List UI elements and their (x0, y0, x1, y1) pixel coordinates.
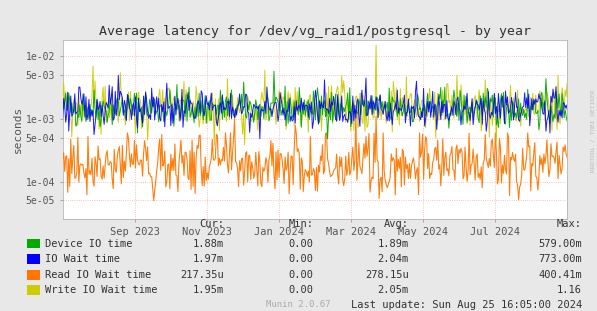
Text: 2.05m: 2.05m (378, 285, 409, 295)
Text: Read IO Wait time: Read IO Wait time (45, 270, 151, 280)
Text: 0.00: 0.00 (288, 254, 313, 264)
Text: 1.89m: 1.89m (378, 239, 409, 248)
Text: 400.41m: 400.41m (538, 270, 582, 280)
Text: Max:: Max: (557, 219, 582, 229)
Text: 0.00: 0.00 (288, 239, 313, 248)
Text: Write IO Wait time: Write IO Wait time (45, 285, 157, 295)
Text: 1.97m: 1.97m (193, 254, 224, 264)
Text: 1.88m: 1.88m (193, 239, 224, 248)
Text: IO Wait time: IO Wait time (45, 254, 120, 264)
Text: 278.15u: 278.15u (365, 270, 409, 280)
Text: Avg:: Avg: (384, 219, 409, 229)
Text: 1.16: 1.16 (557, 285, 582, 295)
Text: RRDTOOL / TOBI OETIKER: RRDTOOL / TOBI OETIKER (590, 89, 595, 172)
Text: Cur:: Cur: (199, 219, 224, 229)
Text: Munin 2.0.67: Munin 2.0.67 (266, 300, 331, 309)
Text: Min:: Min: (288, 219, 313, 229)
Text: 0.00: 0.00 (288, 270, 313, 280)
Text: 217.35u: 217.35u (180, 270, 224, 280)
Title: Average latency for /dev/vg_raid1/postgresql - by year: Average latency for /dev/vg_raid1/postgr… (99, 25, 531, 38)
Text: Last update: Sun Aug 25 16:05:00 2024: Last update: Sun Aug 25 16:05:00 2024 (351, 300, 582, 310)
Text: 773.00m: 773.00m (538, 254, 582, 264)
Text: 1.95m: 1.95m (193, 285, 224, 295)
Text: 2.04m: 2.04m (378, 254, 409, 264)
Text: 579.00m: 579.00m (538, 239, 582, 248)
Text: Device IO time: Device IO time (45, 239, 133, 248)
Text: 0.00: 0.00 (288, 285, 313, 295)
Y-axis label: seconds: seconds (13, 106, 23, 153)
